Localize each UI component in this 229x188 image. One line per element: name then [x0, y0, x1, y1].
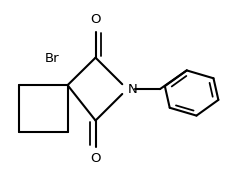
Text: Br: Br [44, 52, 59, 65]
Text: O: O [90, 152, 100, 165]
Text: O: O [90, 13, 100, 26]
Text: N: N [127, 83, 137, 96]
